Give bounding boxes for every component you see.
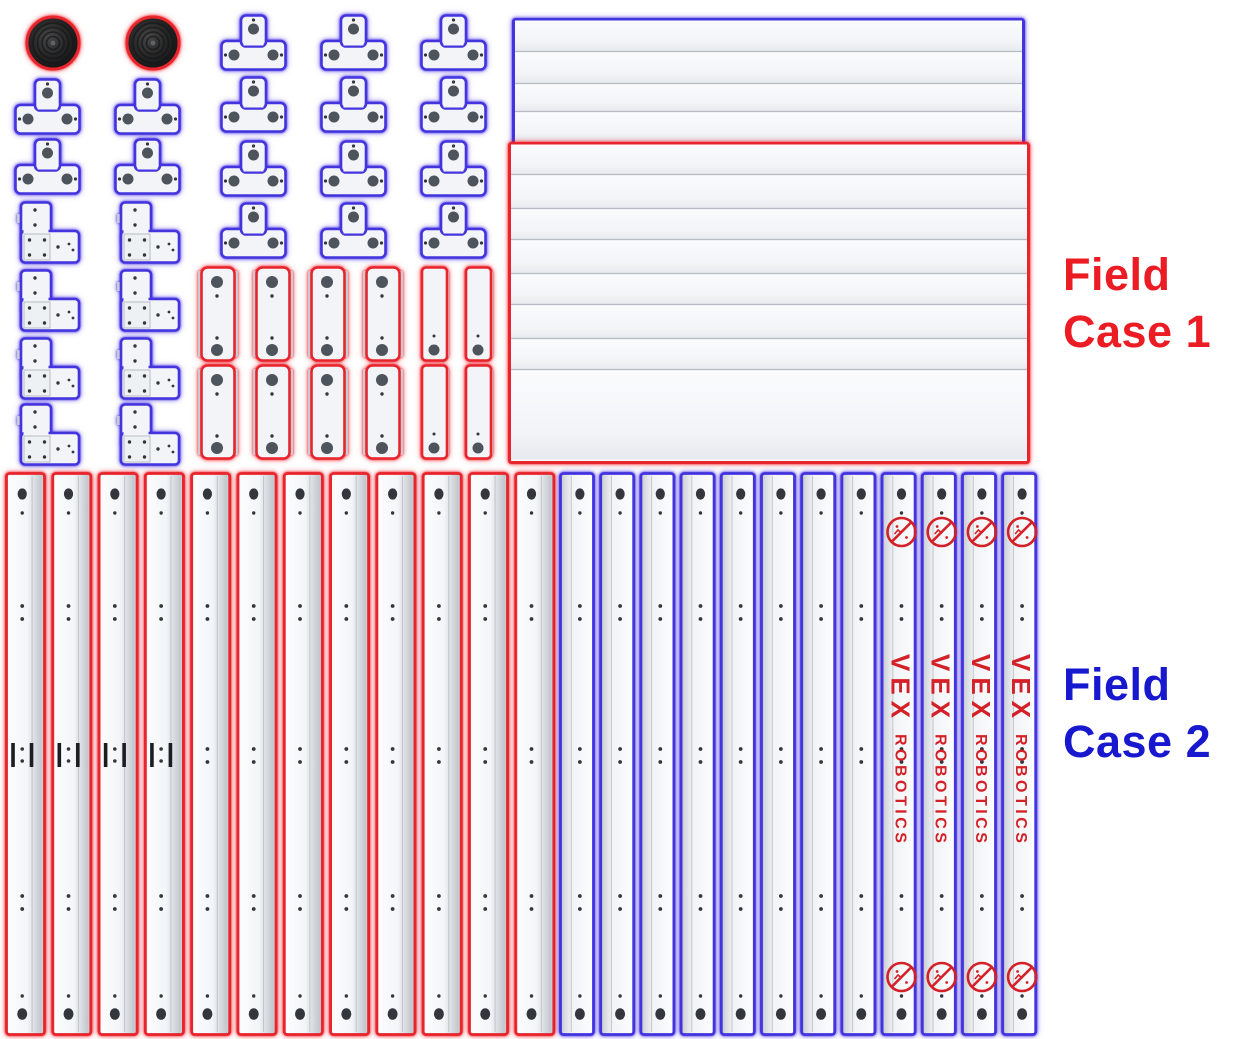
rail-case1 (421, 472, 463, 1036)
t-bracket (220, 76, 287, 133)
label-line: Field (1063, 659, 1171, 710)
field-case-1-label: Field Case 1 (1063, 246, 1211, 360)
field-case-2-label: Field Case 2 (1063, 656, 1211, 770)
rail-case1 (190, 472, 232, 1036)
t-bracket (320, 140, 387, 197)
no-step-warning-icon (966, 961, 998, 993)
corner-bracket (17, 337, 81, 400)
hinge-plate (363, 266, 403, 362)
rail-case2 (559, 472, 595, 1036)
rail-case1 (329, 472, 371, 1036)
rail-case1 (51, 472, 93, 1036)
no-step-warning-icon (1006, 961, 1038, 993)
svg-text:ROBOTICS: ROBOTICS (891, 734, 908, 846)
rail-case1 (282, 472, 324, 1036)
t-bracket (420, 14, 487, 71)
rail-case2: VEX ROBOTICS (920, 472, 957, 1036)
t-bracket (220, 140, 287, 197)
rail-case1 (97, 472, 139, 1036)
corner-bracket (117, 269, 181, 332)
t-bracket (220, 14, 287, 71)
label-line: Case 2 (1063, 716, 1212, 767)
no-step-warning-icon (1006, 516, 1038, 548)
hinge-plate (308, 266, 348, 362)
rail-case1 (5, 472, 46, 1036)
rail-case1 (514, 472, 556, 1036)
svg-text:VEX: VEX (1006, 654, 1036, 724)
slim-plate (464, 364, 493, 460)
no-step-warning-icon (926, 961, 957, 993)
label-line: Field (1063, 249, 1171, 300)
slim-plate (464, 266, 493, 362)
rail-case2 (719, 472, 756, 1036)
svg-text:VEX: VEX (966, 654, 996, 724)
rail-case2 (800, 472, 837, 1036)
t-bracket (220, 202, 287, 259)
rail-case2 (760, 472, 796, 1036)
label-line: Case 1 (1063, 306, 1212, 357)
rail-case2: VEX ROBOTICS (880, 472, 917, 1036)
corner-bracket (117, 201, 181, 264)
t-bracket (320, 202, 387, 259)
corner-bracket (17, 403, 81, 466)
panel-stack-case1 (508, 142, 1030, 464)
t-bracket (114, 138, 181, 195)
rail-case2: VEX ROBOTICS (961, 472, 998, 1036)
panel-stack-case2 (512, 18, 1025, 146)
anti-slip-disc (25, 15, 81, 71)
no-step-warning-icon (966, 516, 998, 548)
hinge-plate (253, 266, 293, 362)
rail-case2 (679, 472, 716, 1036)
hinge-plate (198, 364, 238, 460)
corner-bracket (17, 201, 81, 264)
no-step-warning-icon (926, 516, 957, 548)
hinge-plate (363, 364, 403, 460)
slim-plate (420, 266, 449, 362)
t-bracket (320, 76, 387, 133)
corner-bracket (117, 403, 181, 466)
rail-case1 (236, 472, 278, 1036)
svg-text:ROBOTICS: ROBOTICS (972, 734, 989, 846)
t-bracket (14, 138, 81, 195)
svg-text:VEX: VEX (926, 654, 956, 724)
t-bracket (320, 14, 387, 71)
hinge-plate (198, 266, 238, 362)
rail-case1 (143, 472, 185, 1036)
slim-plate (420, 364, 449, 460)
rail-case2 (639, 472, 676, 1036)
anti-slip-disc (125, 15, 181, 71)
t-bracket (420, 140, 487, 197)
rail-case1 (375, 472, 417, 1036)
hinge-plate (253, 364, 293, 460)
no-step-warning-icon (886, 516, 917, 548)
vex-robotics-logo: VEX ROBOTICS (885, 654, 915, 846)
svg-text:ROBOTICS: ROBOTICS (1012, 734, 1029, 846)
rail-case2: VEX ROBOTICS (1001, 472, 1038, 1036)
t-bracket (114, 78, 181, 135)
vex-robotics-logo: VEX ROBOTICS (966, 654, 996, 846)
svg-text:VEX: VEX (885, 654, 915, 724)
corner-bracket (17, 269, 81, 332)
t-bracket (420, 76, 487, 133)
t-bracket (14, 78, 81, 135)
hinge-plate (308, 364, 348, 460)
rail-case1 (468, 472, 509, 1036)
t-bracket (420, 202, 487, 259)
rail-case2 (599, 472, 636, 1036)
svg-text:ROBOTICS: ROBOTICS (932, 734, 949, 846)
vex-robotics-logo: VEX ROBOTICS (1006, 654, 1036, 846)
no-step-warning-icon (886, 961, 917, 993)
rail-case2 (840, 472, 877, 1036)
vex-robotics-logo: VEX ROBOTICS (926, 654, 956, 846)
corner-bracket (117, 337, 181, 400)
